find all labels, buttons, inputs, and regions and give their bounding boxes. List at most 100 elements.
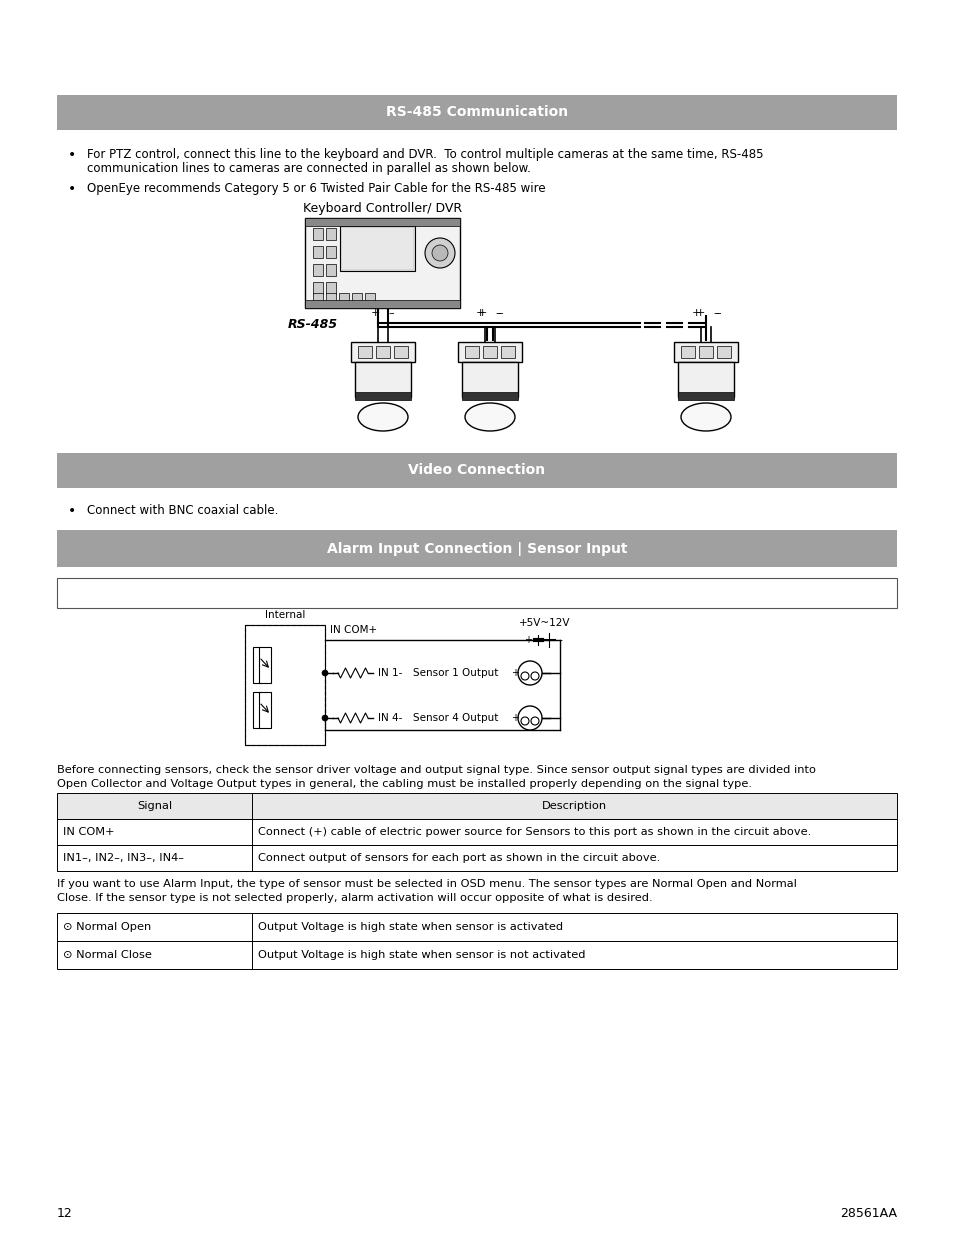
Text: •: •: [68, 182, 76, 196]
Text: Output Voltage is high state when sensor is activated: Output Voltage is high state when sensor…: [257, 923, 562, 932]
Text: +: +: [370, 308, 379, 317]
Bar: [394, 346, 408, 358]
Bar: [365, 293, 375, 301]
Bar: [678, 362, 733, 396]
Bar: [313, 264, 323, 275]
Text: Sensor 1 Output: Sensor 1 Output: [413, 668, 497, 678]
Bar: [680, 346, 695, 358]
Circle shape: [520, 718, 529, 725]
Circle shape: [531, 672, 538, 680]
Bar: [338, 293, 349, 301]
Bar: [253, 647, 271, 683]
Bar: [305, 219, 459, 308]
Text: –: –: [495, 308, 500, 317]
Bar: [461, 362, 517, 396]
Text: Open Collector and Voltage Output types in general, the cabling must be installe: Open Collector and Voltage Output types …: [57, 779, 751, 789]
Circle shape: [531, 718, 538, 725]
Bar: [305, 300, 459, 308]
Bar: [341, 228, 413, 269]
Bar: [699, 346, 712, 358]
Text: –: –: [558, 635, 562, 645]
Bar: [464, 346, 478, 358]
Text: Sensor 4 Output: Sensor 4 Output: [413, 713, 497, 722]
Text: Close. If the sensor type is not selected properly, alarm activation will occur : Close. If the sensor type is not selecte…: [57, 893, 652, 903]
Bar: [357, 346, 372, 358]
Text: +: +: [691, 308, 700, 317]
Text: Keyboard Controller/ DVR: Keyboard Controller/ DVR: [303, 203, 462, 215]
Text: Internal: Internal: [265, 610, 305, 620]
Bar: [482, 346, 497, 358]
Text: •: •: [68, 504, 76, 517]
Circle shape: [520, 672, 529, 680]
Bar: [57, 913, 896, 941]
Circle shape: [517, 661, 541, 685]
Text: For PTZ control, connect this line to the keyboard and DVR.  To control multiple: For PTZ control, connect this line to th…: [87, 148, 762, 161]
Bar: [351, 342, 415, 362]
Circle shape: [517, 706, 541, 730]
Bar: [313, 282, 323, 294]
Bar: [673, 342, 738, 362]
Ellipse shape: [357, 403, 408, 431]
Text: –: –: [388, 308, 394, 317]
Bar: [457, 342, 521, 362]
Text: ⊙ Normal Close: ⊙ Normal Close: [63, 950, 152, 960]
Text: –: –: [542, 713, 547, 722]
Text: If you want to use Alarm Input, the type of sensor must be selected in OSD menu.: If you want to use Alarm Input, the type…: [57, 879, 796, 889]
Bar: [678, 391, 733, 400]
Text: IN 4-: IN 4-: [377, 713, 402, 722]
Bar: [57, 530, 896, 567]
Bar: [57, 941, 896, 969]
Text: +: +: [695, 308, 704, 317]
Ellipse shape: [464, 403, 515, 431]
Text: Connect with BNC coaxial cable.: Connect with BNC coaxial cable.: [87, 504, 278, 517]
Text: Output Voltage is high state when sensor is not activated: Output Voltage is high state when sensor…: [257, 950, 585, 960]
Bar: [313, 228, 323, 240]
Text: RS-485: RS-485: [288, 319, 337, 331]
Bar: [57, 578, 896, 608]
Text: Description: Description: [541, 802, 606, 811]
Circle shape: [424, 238, 455, 268]
Bar: [57, 845, 896, 871]
Circle shape: [322, 671, 328, 676]
Bar: [57, 819, 896, 845]
Text: +: +: [476, 308, 486, 317]
Text: +: +: [511, 713, 518, 722]
Bar: [326, 293, 335, 301]
Text: 12: 12: [57, 1207, 72, 1220]
Bar: [253, 692, 271, 727]
Text: –: –: [714, 308, 720, 317]
Text: OpenEye recommends Category 5 or 6 Twisted Pair Cable for the RS-485 wire: OpenEye recommends Category 5 or 6 Twist…: [87, 182, 545, 195]
Text: Connect output of sensors for each port as shown in the circuit above.: Connect output of sensors for each port …: [257, 853, 659, 863]
Bar: [326, 282, 335, 294]
Bar: [355, 391, 411, 400]
Text: IN 1-: IN 1-: [377, 668, 402, 678]
Text: –: –: [713, 308, 718, 317]
Text: Signal: Signal: [137, 802, 172, 811]
Text: IN COM+: IN COM+: [330, 625, 376, 635]
Text: +: +: [511, 668, 518, 678]
Text: communication lines to cameras are connected in parallel as shown below.: communication lines to cameras are conne…: [87, 162, 530, 175]
Circle shape: [322, 715, 328, 721]
Text: +: +: [475, 308, 484, 317]
Bar: [326, 264, 335, 275]
Ellipse shape: [680, 403, 730, 431]
Text: Before connecting sensors, check the sensor driver voltage and output signal typ: Before connecting sensors, check the sen…: [57, 764, 815, 776]
Text: IN COM+: IN COM+: [63, 827, 114, 837]
Text: +5V~12V: +5V~12V: [518, 618, 570, 629]
Bar: [57, 453, 896, 488]
Text: Alarm Input Connection | Sensor Input: Alarm Input Connection | Sensor Input: [327, 541, 626, 556]
Text: •: •: [68, 148, 76, 162]
Text: RS-485 Communication: RS-485 Communication: [386, 105, 567, 120]
Bar: [245, 625, 325, 745]
Bar: [339, 226, 415, 270]
Text: +: +: [523, 635, 532, 645]
Bar: [375, 346, 390, 358]
Bar: [326, 246, 335, 258]
Bar: [57, 793, 896, 819]
Text: Video Connection: Video Connection: [408, 463, 545, 478]
Text: –: –: [497, 308, 502, 317]
Bar: [326, 228, 335, 240]
Text: ⊙ Normal Open: ⊙ Normal Open: [63, 923, 152, 932]
Bar: [352, 293, 361, 301]
Bar: [717, 346, 730, 358]
